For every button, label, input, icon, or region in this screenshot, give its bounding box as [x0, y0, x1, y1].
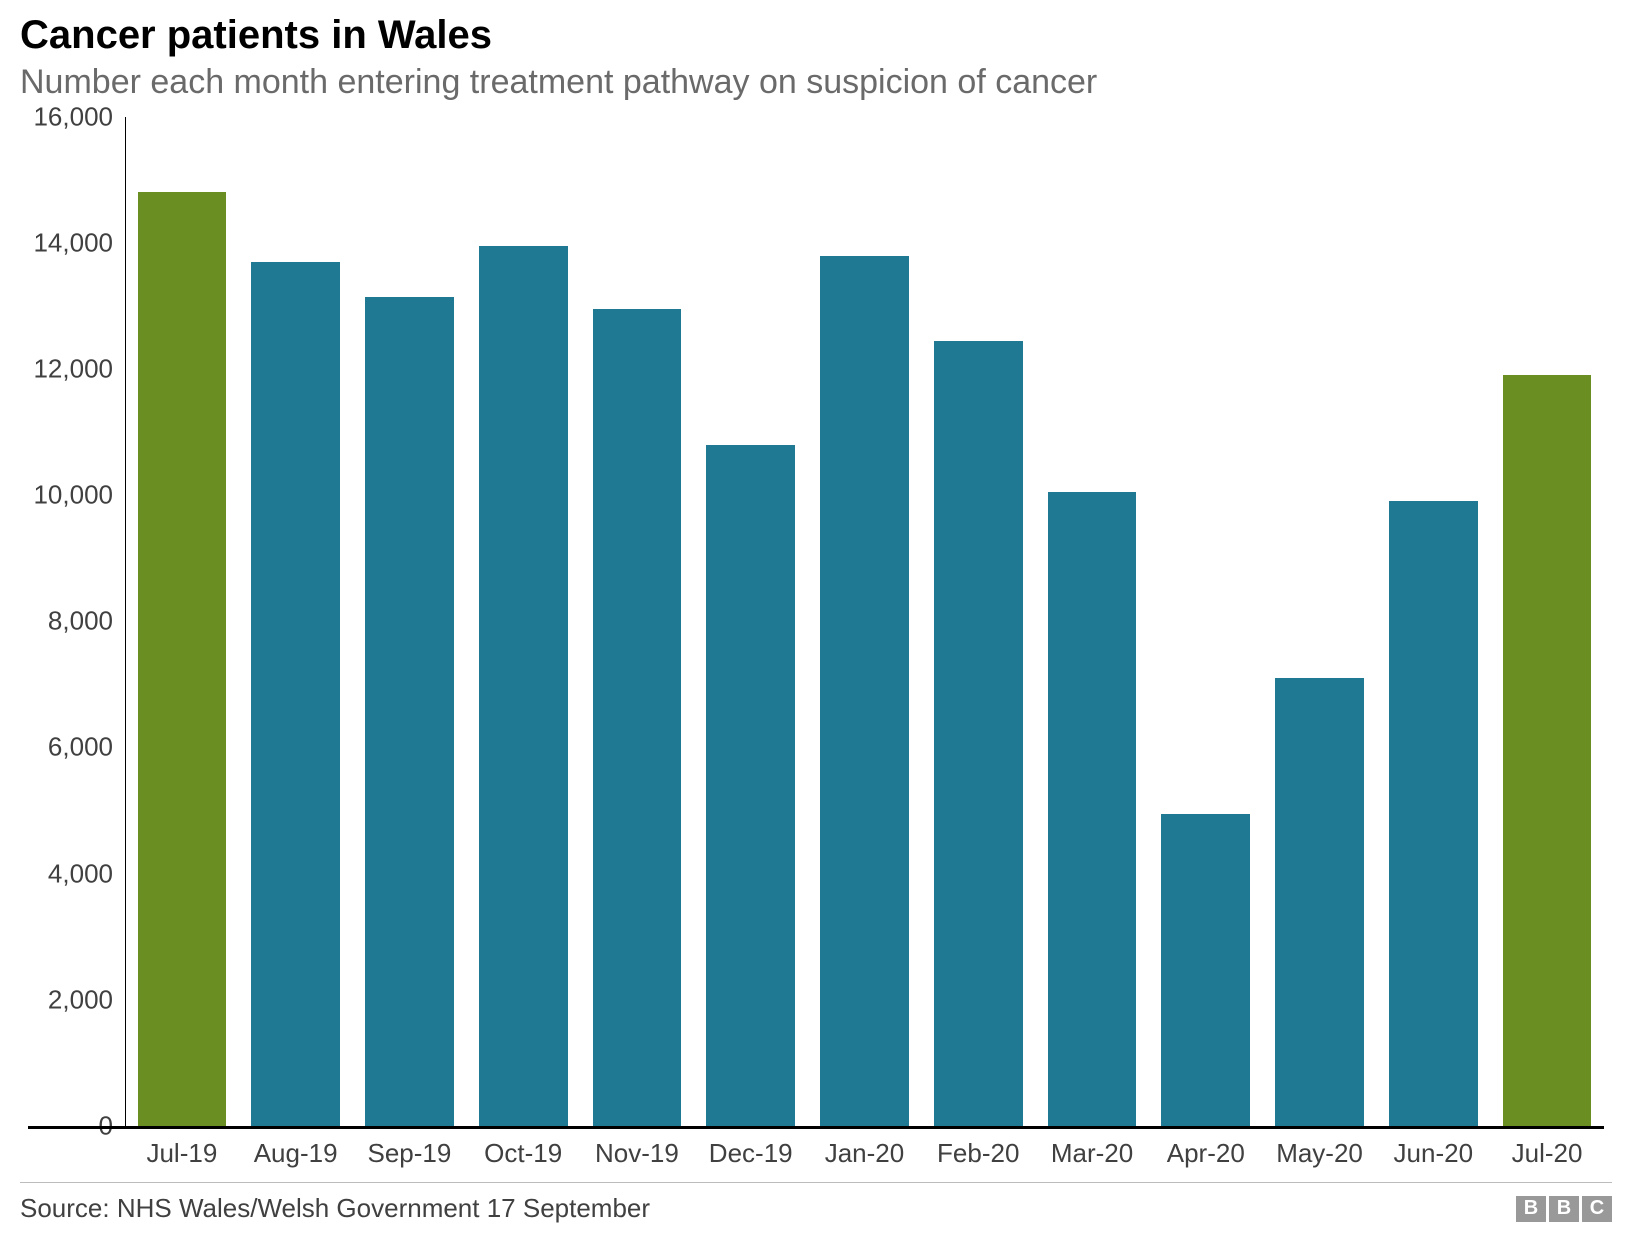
bar — [820, 256, 909, 1126]
bar — [1048, 492, 1137, 1126]
bar-slot — [808, 117, 922, 1126]
bar-slot — [466, 117, 580, 1126]
x-tick-label: Aug-19 — [239, 1138, 353, 1169]
bar-slot — [1035, 117, 1149, 1126]
bar-slot — [353, 117, 467, 1126]
x-tick-label: Jul-19 — [125, 1138, 239, 1169]
bar — [1389, 501, 1478, 1125]
bar-slot — [125, 117, 239, 1126]
chart-title: Cancer patients in Wales — [20, 12, 1612, 58]
y-tick-label: 2,000 — [48, 984, 113, 1015]
bar-slot — [580, 117, 694, 1126]
plot-area: 02,0004,0006,0008,00010,00012,00014,0001… — [20, 117, 1612, 1176]
y-tick-label: 14,000 — [33, 227, 113, 258]
bbc-logo-letter: B — [1549, 1196, 1579, 1222]
x-axis-labels: Jul-19Aug-19Sep-19Oct-19Nov-19Dec-19Jan-… — [125, 1138, 1604, 1169]
bar-slot — [694, 117, 808, 1126]
y-axis-ticks: 02,0004,0006,0008,00010,00012,00014,0001… — [20, 117, 113, 1126]
bar-slot — [239, 117, 353, 1126]
x-tick-label: Jan-20 — [808, 1138, 922, 1169]
x-axis-line — [28, 1126, 1604, 1129]
bar-slot — [1376, 117, 1490, 1126]
bar-slot — [1149, 117, 1263, 1126]
y-tick-label: 6,000 — [48, 732, 113, 763]
chart-footer: Source: NHS Wales/Welsh Government 17 Se… — [20, 1182, 1612, 1224]
y-tick-label: 16,000 — [33, 101, 113, 132]
bar — [138, 192, 227, 1125]
x-tick-label: Feb-20 — [921, 1138, 1035, 1169]
x-tick-label: Apr-20 — [1149, 1138, 1263, 1169]
bar — [365, 297, 454, 1126]
bar-slot — [921, 117, 1035, 1126]
bar-slot — [1263, 117, 1377, 1126]
chart-subtitle: Number each month entering treatment pat… — [20, 62, 1612, 103]
bar-slot — [1490, 117, 1604, 1126]
bar — [934, 341, 1023, 1126]
x-tick-label: Jun-20 — [1376, 1138, 1490, 1169]
x-tick-label: Oct-19 — [466, 1138, 580, 1169]
chart-container: Cancer patients in Wales Number each mon… — [0, 0, 1632, 1234]
bars-group — [125, 117, 1604, 1126]
bar — [706, 445, 795, 1126]
x-tick-label: May-20 — [1263, 1138, 1377, 1169]
x-tick-label: Jul-20 — [1490, 1138, 1604, 1169]
source-text: Source: NHS Wales/Welsh Government 17 Se… — [20, 1193, 650, 1224]
x-tick-label: Nov-19 — [580, 1138, 694, 1169]
y-tick-label: 12,000 — [33, 354, 113, 385]
bar — [1503, 375, 1592, 1125]
x-tick-label: Sep-19 — [353, 1138, 467, 1169]
bbc-logo-letter: C — [1582, 1196, 1612, 1222]
bbc-logo: BBC — [1516, 1196, 1612, 1222]
bar — [1275, 678, 1364, 1126]
y-tick-label: 4,000 — [48, 858, 113, 889]
bar — [1161, 814, 1250, 1126]
bar — [593, 309, 682, 1126]
y-tick-label: 10,000 — [33, 480, 113, 511]
x-tick-label: Mar-20 — [1035, 1138, 1149, 1169]
y-tick-label: 8,000 — [48, 606, 113, 637]
x-tick-label: Dec-19 — [694, 1138, 808, 1169]
bbc-logo-letter: B — [1516, 1196, 1546, 1222]
bar — [251, 262, 340, 1126]
bar — [479, 246, 568, 1126]
